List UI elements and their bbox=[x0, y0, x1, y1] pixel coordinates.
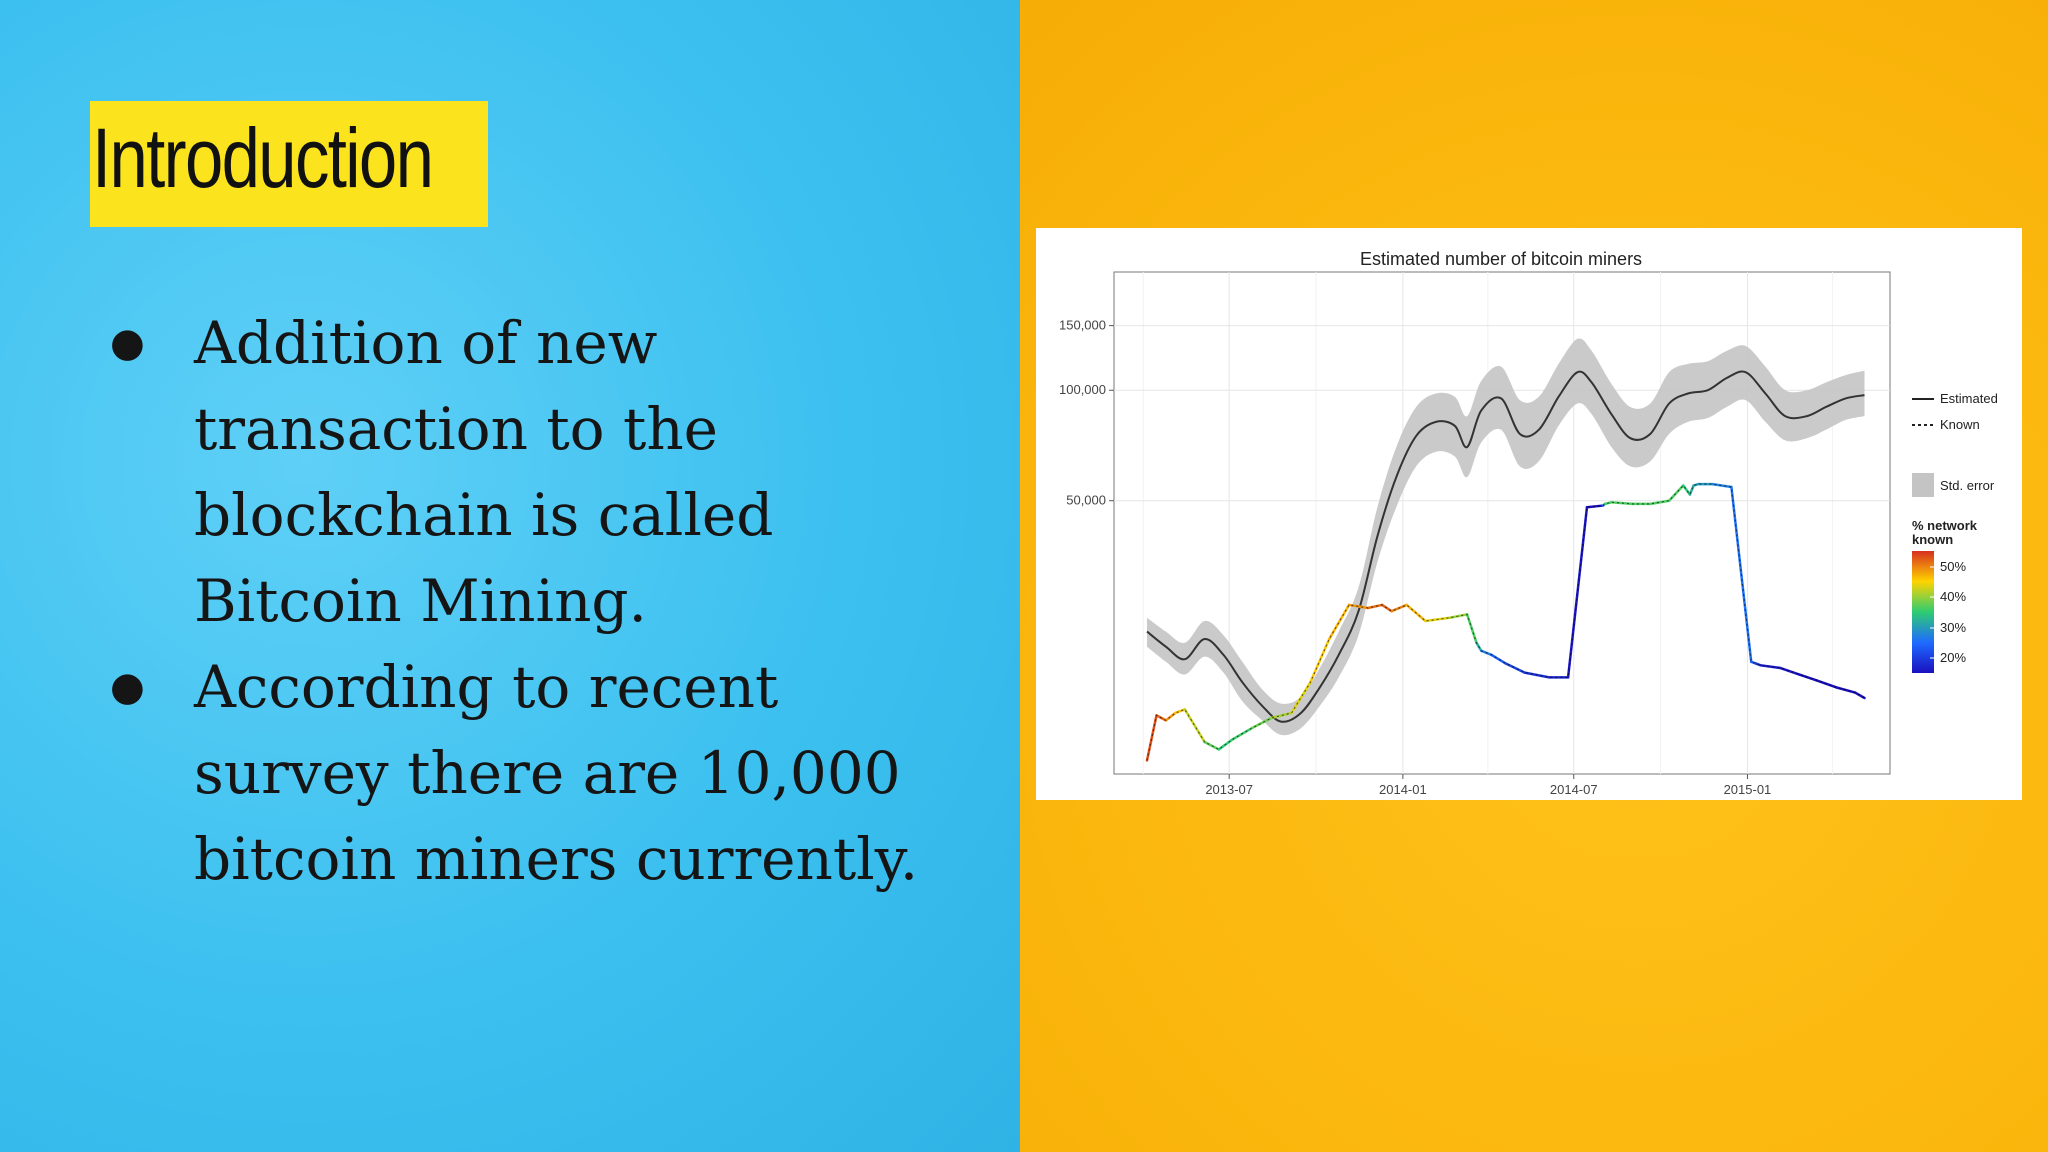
colorbar-tick-label: 40% bbox=[1940, 589, 1966, 604]
known-line-segment bbox=[1610, 501, 1634, 506]
x-tick-label: 2013-07 bbox=[1205, 782, 1253, 797]
plot-panel bbox=[1113, 271, 1891, 775]
colorbar-title: % network bbox=[1912, 518, 1978, 533]
colorbar-title: known bbox=[1912, 532, 1953, 547]
y-tick-label: 50,000 bbox=[1066, 493, 1106, 508]
y-tick-label: 100,000 bbox=[1059, 382, 1106, 397]
bullet-item: Addition of new transaction to the block… bbox=[110, 300, 990, 644]
bullet-item: According to recent survey there are 10,… bbox=[110, 644, 990, 902]
colorbar-tick-label: 20% bbox=[1940, 650, 1966, 665]
legend-std-error-label: Std. error bbox=[1940, 478, 1995, 493]
x-tick-label: 2014-07 bbox=[1550, 782, 1598, 797]
colorbar bbox=[1912, 551, 1934, 673]
chart: Estimated number of bitcoin miners 2013-… bbox=[1059, 249, 1998, 797]
known-line-segment bbox=[1366, 603, 1384, 610]
x-tick-label: 2015-01 bbox=[1724, 782, 1772, 797]
colorbar-tick-label: 30% bbox=[1940, 620, 1966, 635]
bullet-list: Addition of new transaction to the block… bbox=[110, 300, 990, 902]
chart-card: Estimated number of bitcoin miners 2013-… bbox=[1036, 228, 2022, 800]
legend-std-error-swatch bbox=[1912, 473, 1934, 497]
legend-estimated-label: Estimated bbox=[1940, 391, 1998, 406]
slide-title: Introduction bbox=[92, 111, 434, 205]
known-line-dots bbox=[1146, 483, 1865, 761]
std-error-band bbox=[1147, 338, 1865, 736]
x-tick-label: 2014-01 bbox=[1379, 782, 1427, 797]
estimated-line bbox=[1146, 370, 1865, 723]
legend-known-label: Known bbox=[1940, 417, 1980, 432]
y-tick-label: 150,000 bbox=[1059, 318, 1106, 333]
chart-title: Estimated number of bitcoin miners bbox=[1360, 249, 1642, 269]
colorbar-tick-label: 50% bbox=[1940, 559, 1966, 574]
known-line-segment bbox=[1145, 714, 1158, 762]
title-highlight bbox=[90, 101, 488, 227]
